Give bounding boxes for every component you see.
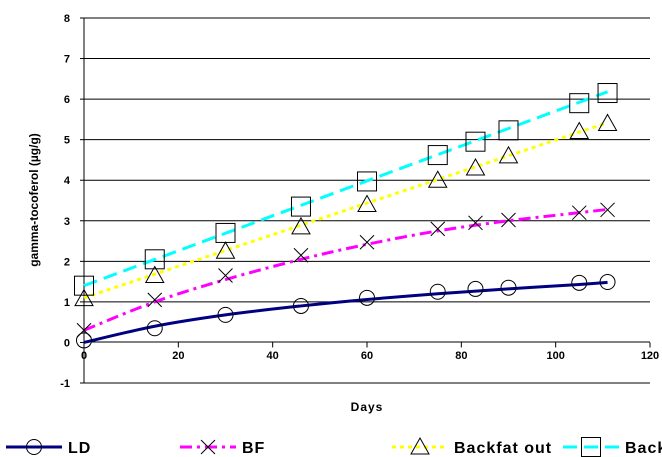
x-tick-labels: 0 20 40 60 80 100 120 xyxy=(81,342,659,362)
x-tick-label: 20 xyxy=(172,350,184,362)
data-point-bf xyxy=(468,215,483,231)
gridlines xyxy=(84,17,650,384)
x-tick-label: 120 xyxy=(641,350,659,362)
data-point-backfat-out xyxy=(144,265,165,284)
y-tick-label: 2 xyxy=(64,256,70,268)
legend-label: BF xyxy=(242,440,265,457)
data-point-bf xyxy=(76,322,92,338)
data-point-backfat-out xyxy=(427,170,448,188)
data-markers xyxy=(74,83,618,349)
data-point-backfat-in xyxy=(427,145,448,166)
legend-item-bf: BF xyxy=(180,439,265,457)
y-tick-label: 0 xyxy=(64,337,70,349)
data-point-bf xyxy=(359,234,375,250)
legend-label: LD xyxy=(68,440,91,457)
data-point-backfat-out xyxy=(215,241,236,259)
y-tick-label: 7 xyxy=(64,54,70,66)
y-tick-label: 3 xyxy=(64,216,70,228)
legend-marker xyxy=(200,439,216,455)
data-point-ld xyxy=(76,332,92,349)
data-point-backfat-in xyxy=(290,196,311,217)
trend-line-backfat-in xyxy=(83,90,609,288)
data-point-backfat-out xyxy=(597,113,618,131)
trend-line-bf xyxy=(83,207,608,332)
y-axis-title: gamma-tocoferol (µg/g) xyxy=(27,133,41,267)
data-point-bf xyxy=(501,212,516,228)
legend-item-ld: LD xyxy=(6,439,91,457)
data-point-ld xyxy=(359,289,375,306)
data-point-backfat-in xyxy=(144,249,165,270)
legend-marker xyxy=(410,436,430,455)
data-point-ld xyxy=(599,274,616,291)
data-point-ld xyxy=(500,279,517,296)
data-point-backfat-in xyxy=(465,131,486,152)
data-point-ld xyxy=(292,297,309,314)
data-point-backfat-in xyxy=(597,83,618,104)
data-point-bf xyxy=(600,202,615,218)
data-point-ld xyxy=(571,274,588,291)
data-point-bf xyxy=(147,292,163,308)
x-axis-title: Days xyxy=(351,400,384,414)
data-point-bf xyxy=(218,268,233,283)
trend-line-ld xyxy=(83,280,608,344)
data-point-backfat-in xyxy=(357,171,377,192)
y-tick-label: 8 xyxy=(64,13,70,25)
y-tick-label: 4 xyxy=(64,175,71,187)
data-point-bf xyxy=(571,205,587,221)
y-tick-labels: -1 0 1 2 3 4 5 6 7 8 xyxy=(60,13,84,390)
data-point-ld xyxy=(429,283,446,300)
data-point-ld xyxy=(467,280,484,297)
y-tick-label: 6 xyxy=(64,94,70,106)
data-point-backfat-out xyxy=(498,145,519,164)
data-point-ld xyxy=(217,306,234,323)
y-tick-label: 1 xyxy=(64,297,70,309)
data-point-backfat-in xyxy=(569,93,590,114)
data-point-backfat-out xyxy=(74,288,94,307)
legend-label: Backfat out xyxy=(454,440,552,457)
data-point-backfat-out xyxy=(291,216,311,235)
trend-line-backfat-out xyxy=(83,121,609,300)
data-point-backfat-out xyxy=(357,194,377,213)
legend-item-backfat-out: Backfat out xyxy=(392,436,552,457)
x-tick-label: 100 xyxy=(546,350,564,362)
y-tick-label: 5 xyxy=(64,135,70,147)
trend-lines xyxy=(83,90,609,344)
data-point-bf xyxy=(293,247,309,263)
legend-item-backfat-in: Backfat in xyxy=(563,437,662,457)
data-point-backfat-in xyxy=(215,222,236,243)
x-tick-label: 40 xyxy=(267,350,279,362)
axes xyxy=(83,18,650,383)
data-point-ld xyxy=(146,320,163,337)
x-tick-label: 0 xyxy=(81,350,87,362)
data-point-backfat-in xyxy=(74,275,94,296)
data-point-backfat-in xyxy=(498,120,519,141)
legend-label: Backfat in xyxy=(625,440,662,457)
x-tick-label: 80 xyxy=(455,350,467,362)
data-point-backfat-out xyxy=(569,121,590,140)
data-point-bf xyxy=(430,221,446,237)
x-tick-label: 60 xyxy=(361,350,373,362)
legend-marker xyxy=(26,439,42,455)
legend: LD BF Backfat out Backfat in xyxy=(6,436,662,457)
data-point-backfat-out xyxy=(465,158,486,176)
y-tick-label: -1 xyxy=(60,378,70,390)
